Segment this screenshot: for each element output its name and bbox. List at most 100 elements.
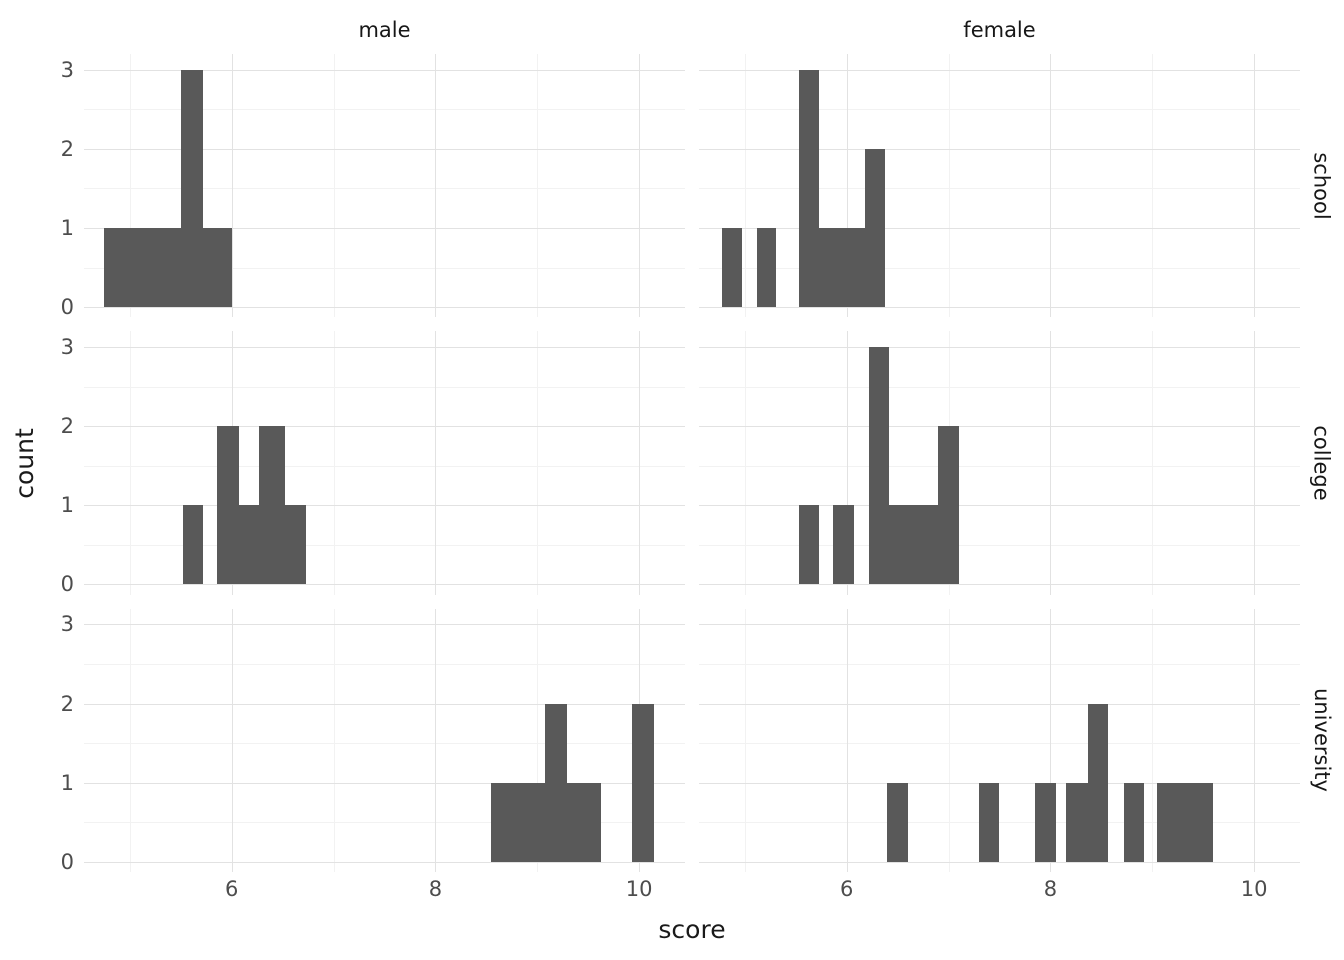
x-axis-title-label: score (658, 914, 726, 944)
y-tick-label: 2 (60, 136, 74, 161)
minor-gridline-h (699, 109, 1300, 111)
x-tick-label: 8 (1043, 877, 1058, 901)
histogram-bar (217, 426, 239, 585)
major-gridline-h (699, 307, 1300, 309)
minor-gridline-v (1152, 608, 1154, 872)
major-gridline-v (1254, 54, 1256, 318)
panel-university-female (699, 608, 1300, 872)
histogram-bar (155, 227, 181, 308)
major-gridline-v (846, 331, 848, 595)
y-axis-ticks-school: 0 1 2 3 (42, 54, 84, 319)
major-gridline-v (1254, 608, 1256, 872)
histogram-bar (180, 69, 204, 308)
major-gridline-v (1050, 54, 1052, 318)
facet-strip-university: university (1300, 609, 1344, 872)
minor-gridline-v (948, 54, 950, 318)
y-tick-label: 2 (60, 691, 74, 716)
minor-gridline-v (1152, 54, 1154, 318)
histogram-bar (1035, 782, 1056, 862)
major-gridline-v (1254, 331, 1256, 595)
minor-gridline-h (699, 188, 1300, 190)
histogram-bar (979, 782, 1000, 862)
minor-gridline-h (699, 743, 1300, 745)
major-gridline-v (1050, 608, 1052, 872)
x-tick-label: 10 (1240, 877, 1268, 901)
y-tick-label: 1 (60, 770, 74, 795)
major-gridline-h (699, 426, 1300, 428)
histogram-bar (798, 69, 820, 308)
x-axis-ticks-female: 6 8 10 (699, 872, 1300, 906)
minor-gridline-v (744, 608, 746, 872)
histogram-bar (203, 227, 232, 308)
facet-strip-college: college (1300, 331, 1344, 594)
x-tick-label: 6 (840, 877, 854, 901)
major-gridline-v (231, 608, 233, 872)
histogram-bar (632, 703, 655, 862)
minor-gridline-v (537, 608, 539, 872)
major-gridline-h (699, 703, 1300, 705)
panel-university-male (84, 608, 685, 872)
minor-gridline-v (744, 54, 746, 318)
major-gridline-h (699, 624, 1300, 626)
histogram-bar (238, 505, 260, 585)
minor-gridline-v (948, 608, 950, 872)
y-axis-ticks-college: 0 1 2 3 (42, 331, 84, 596)
histogram-bar (259, 426, 285, 585)
histogram-bar (1065, 782, 1089, 862)
minor-gridline-h (699, 664, 1300, 665)
major-gridline-h (699, 69, 1300, 71)
histogram-bar (889, 505, 939, 585)
histogram-bar (798, 505, 820, 585)
histogram-bar (129, 227, 156, 308)
minor-gridline-h (84, 822, 685, 824)
major-gridline-h (699, 227, 1300, 229)
major-gridline-v (846, 54, 848, 318)
histogram-bar (833, 505, 854, 585)
major-gridline-h (699, 584, 1300, 586)
minor-gridline-v (333, 608, 335, 872)
minor-gridline-v (1152, 331, 1154, 595)
major-gridline-h (84, 584, 685, 586)
x-axis-ticks-male: 6 8 10 (84, 872, 685, 906)
major-gridline-v (639, 331, 641, 595)
major-gridline-h (84, 148, 685, 150)
minor-gridline-v (744, 331, 746, 595)
major-gridline-h (84, 347, 685, 349)
x-tick-label: 8 (428, 877, 443, 901)
minor-gridline-h (699, 465, 1300, 467)
facet-strip-university-label: university (1310, 688, 1334, 793)
major-gridline-h (84, 307, 685, 309)
major-gridline-h (699, 347, 1300, 349)
major-gridline-h (84, 69, 685, 71)
histogram-bar (545, 703, 567, 862)
minor-gridline-h (699, 544, 1300, 546)
histogram-bar (1123, 782, 1145, 862)
facet-strip-college-label: college (1310, 425, 1335, 501)
major-gridline-v (231, 54, 233, 318)
histogram-bar (887, 782, 908, 862)
histogram-bar (104, 227, 130, 308)
minor-gridline-h (699, 822, 1300, 824)
minor-gridline-h (84, 386, 685, 388)
histogram-bar (757, 227, 777, 308)
histogram-bar (284, 505, 307, 585)
major-gridline-h (84, 426, 685, 428)
major-gridline-h (84, 227, 685, 229)
histogram-bar (722, 227, 742, 308)
major-gridline-h (84, 505, 685, 507)
facet-strip-school: school (1300, 54, 1344, 317)
facet-strip-female-label: female (963, 18, 1036, 42)
major-gridline-h (84, 782, 685, 784)
y-tick-label: 3 (60, 335, 74, 360)
major-gridline-h (84, 703, 685, 705)
histogram-bar (869, 347, 890, 585)
y-tick-label: 2 (60, 414, 74, 439)
major-gridline-h (84, 624, 685, 626)
y-tick-label: 3 (60, 57, 74, 82)
major-gridline-v (435, 54, 437, 318)
major-gridline-v (435, 608, 437, 872)
minor-gridline-h (84, 664, 685, 665)
histogram-bar (1157, 782, 1214, 862)
histogram-bar (938, 426, 959, 585)
minor-gridline-v (129, 608, 131, 872)
